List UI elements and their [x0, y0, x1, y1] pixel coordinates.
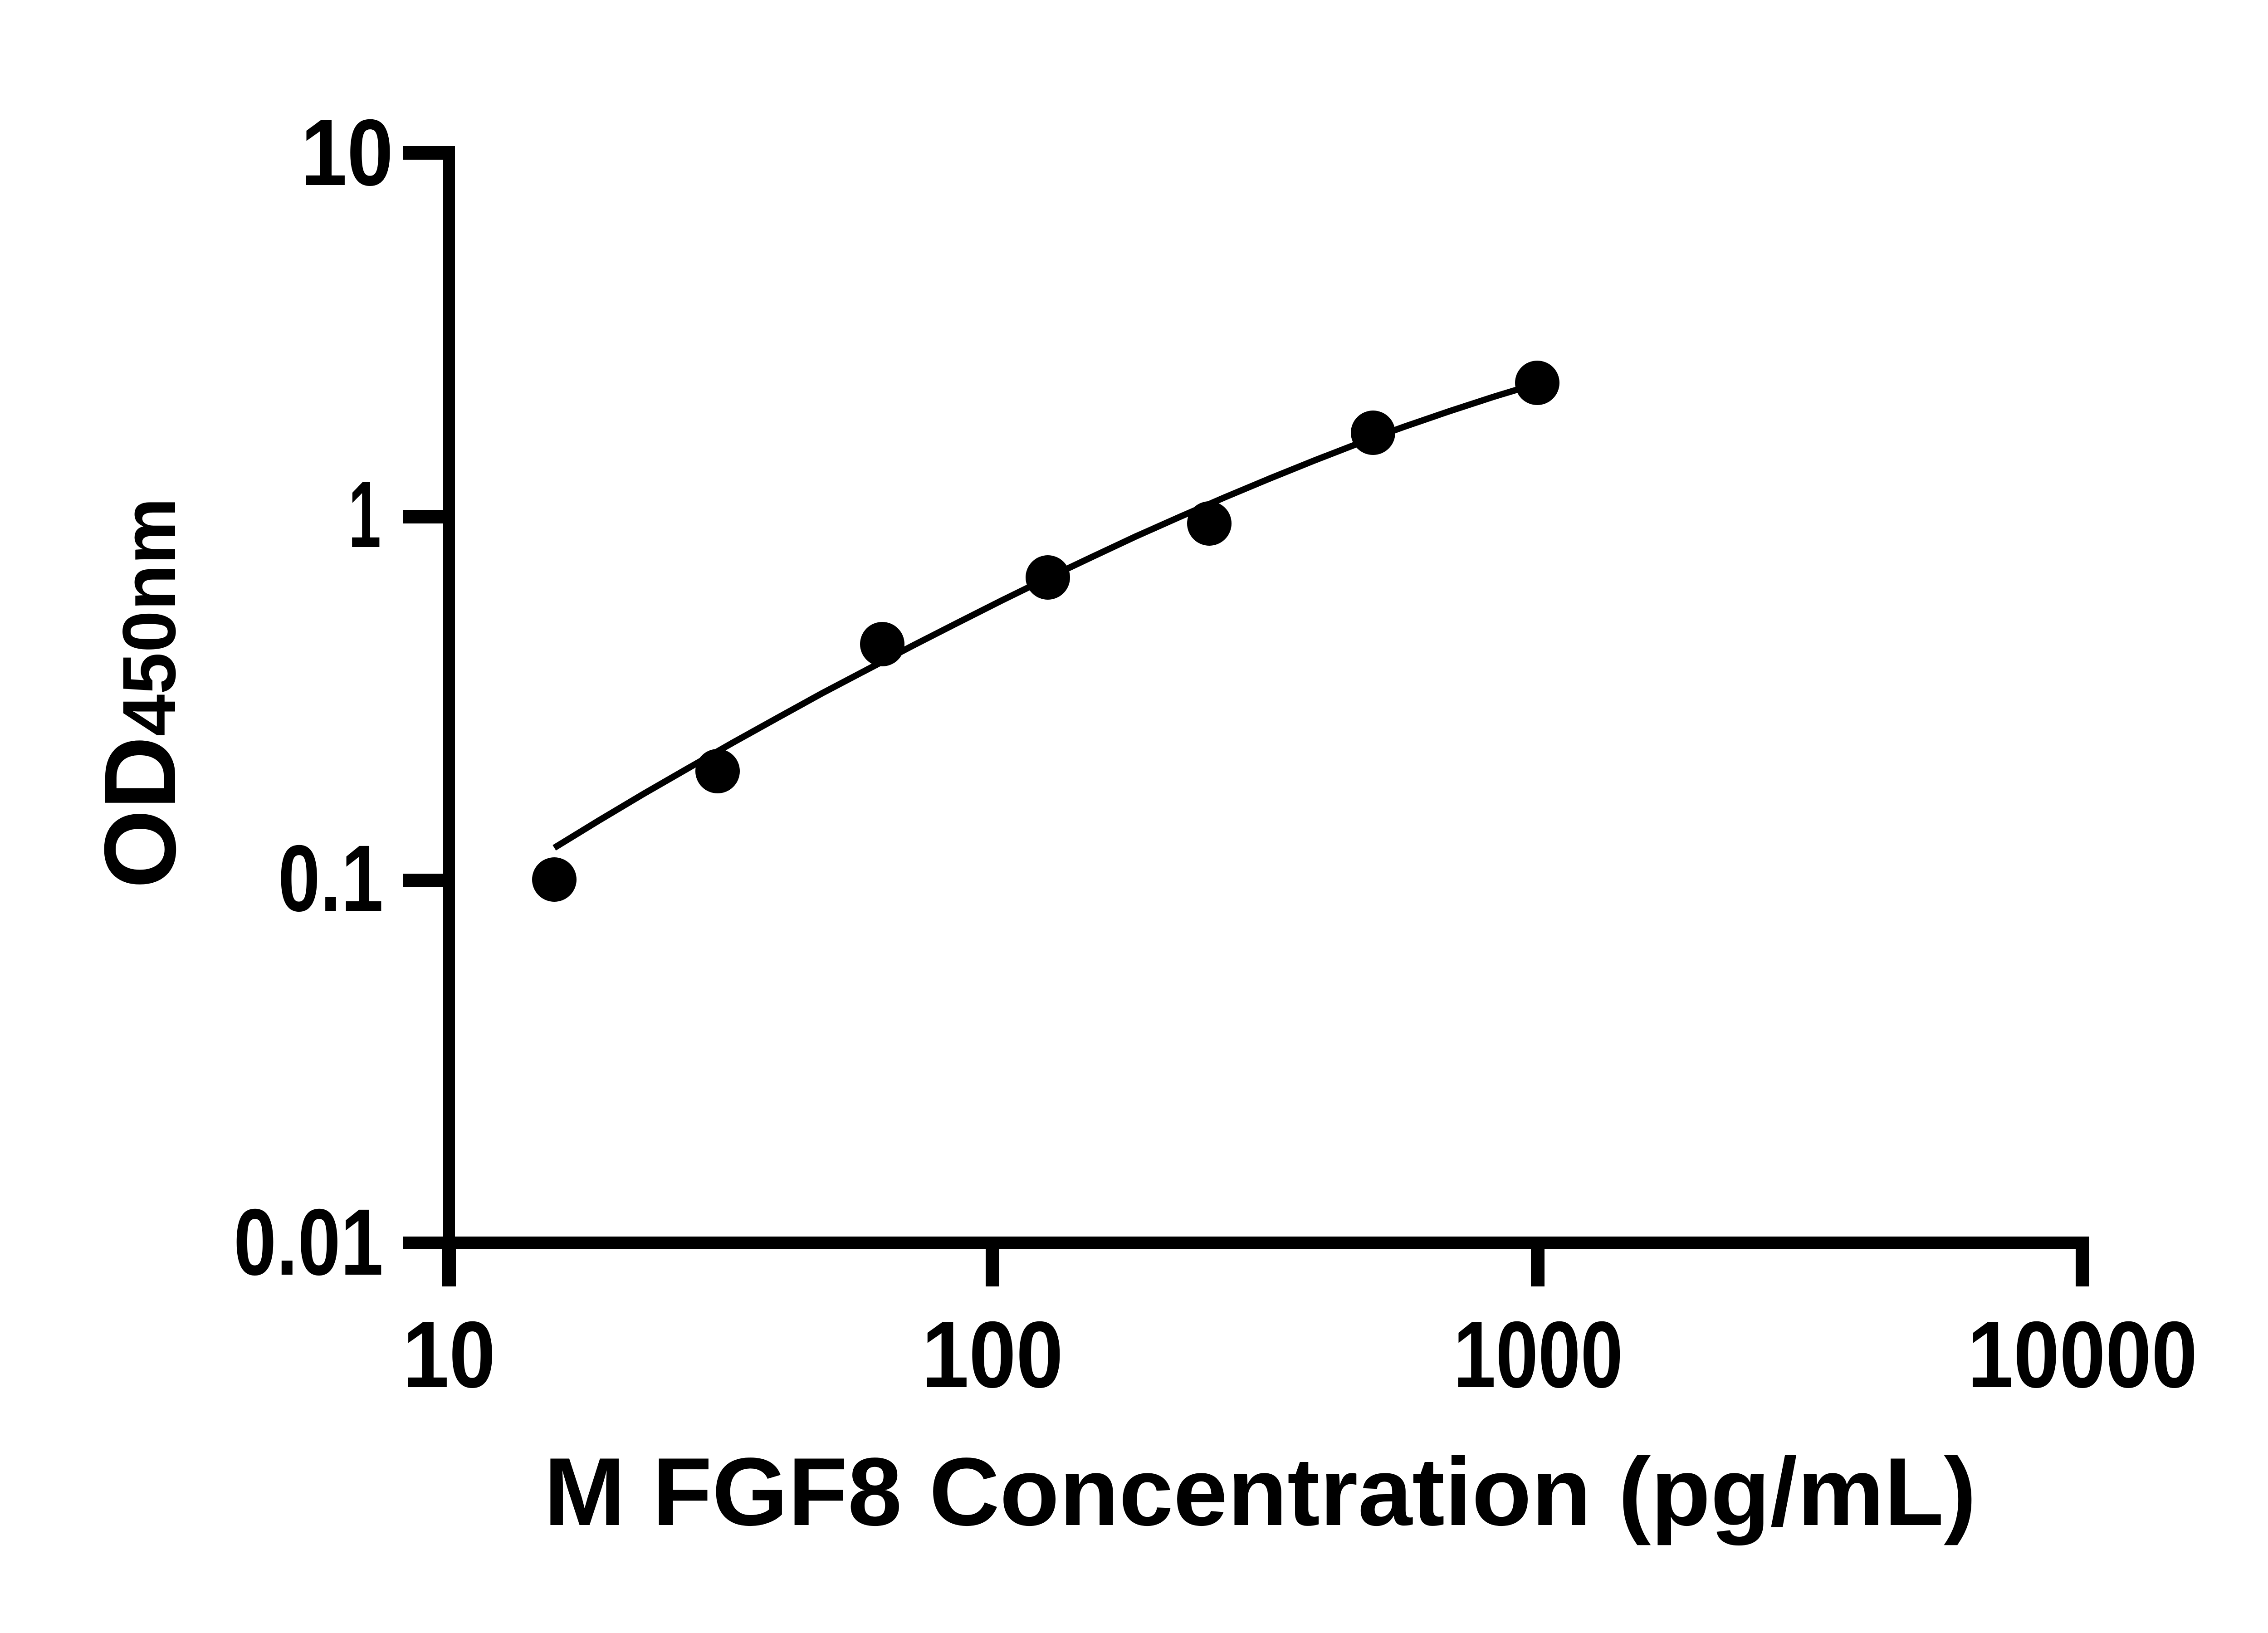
svg-text:1: 1	[348, 462, 381, 567]
svg-text:1000: 1000	[1453, 1302, 1623, 1408]
svg-text:10000: 10000	[1968, 1302, 2198, 1408]
svg-text:0.01: 0.01	[234, 1190, 383, 1295]
svg-text:OD450nm: OD450nm	[83, 498, 197, 889]
svg-text:M FGF8 Concentration (pg/mL): M FGF8 Concentration (pg/mL)	[544, 1438, 1976, 1546]
svg-text:10: 10	[301, 100, 393, 205]
svg-text:100: 100	[922, 1302, 1063, 1408]
svg-text:10: 10	[403, 1302, 496, 1408]
svg-text:0.1: 0.1	[278, 826, 383, 931]
